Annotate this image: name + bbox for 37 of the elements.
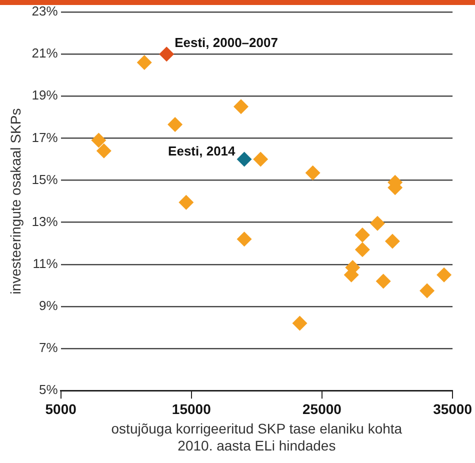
point bbox=[354, 227, 370, 242]
point bbox=[253, 152, 268, 167]
point bbox=[178, 194, 194, 210]
y-axis-title: investeeringute osakaal SKPs bbox=[7, 108, 24, 294]
point bbox=[370, 216, 385, 231]
y-tick-label: 19% bbox=[32, 88, 58, 103]
point bbox=[420, 283, 435, 298]
y-tick-label: 11% bbox=[32, 256, 58, 271]
point bbox=[354, 242, 370, 258]
point bbox=[436, 267, 452, 282]
x-tick-label: 5000 bbox=[45, 400, 77, 417]
point bbox=[292, 316, 308, 331]
point bbox=[91, 132, 106, 148]
point bbox=[376, 274, 391, 289]
point bbox=[384, 234, 400, 249]
y-tick-label: 7% bbox=[39, 340, 58, 356]
y-tick-label: 21% bbox=[32, 46, 58, 61]
point bbox=[236, 152, 252, 167]
x-tick-label: 25000 bbox=[302, 400, 342, 417]
y-tick-label: 13% bbox=[32, 214, 58, 229]
y-tick-label: 9% bbox=[39, 298, 58, 314]
point bbox=[96, 143, 112, 158]
y-tick-label: 23% bbox=[32, 4, 58, 19]
y-tick-label: 17% bbox=[32, 130, 58, 145]
x-tick-label: 35000 bbox=[433, 400, 472, 417]
series-label: Eesti, 2014 bbox=[168, 143, 236, 158]
series-label: Eesti, 2000–2007 bbox=[174, 35, 278, 50]
point bbox=[168, 117, 183, 132]
point bbox=[159, 46, 174, 62]
point bbox=[234, 99, 249, 114]
point bbox=[305, 165, 320, 180]
x-tick-label: 15000 bbox=[172, 400, 212, 417]
point bbox=[236, 232, 252, 247]
x-axis-title: ostujõuga korrigeeritud SKP tase elaniku kohta 2010. aasta ELi hindades bbox=[111, 420, 402, 454]
y-tick-label: 5% bbox=[39, 382, 58, 398]
y-tick-label: 15% bbox=[32, 172, 58, 187]
point bbox=[136, 54, 152, 70]
